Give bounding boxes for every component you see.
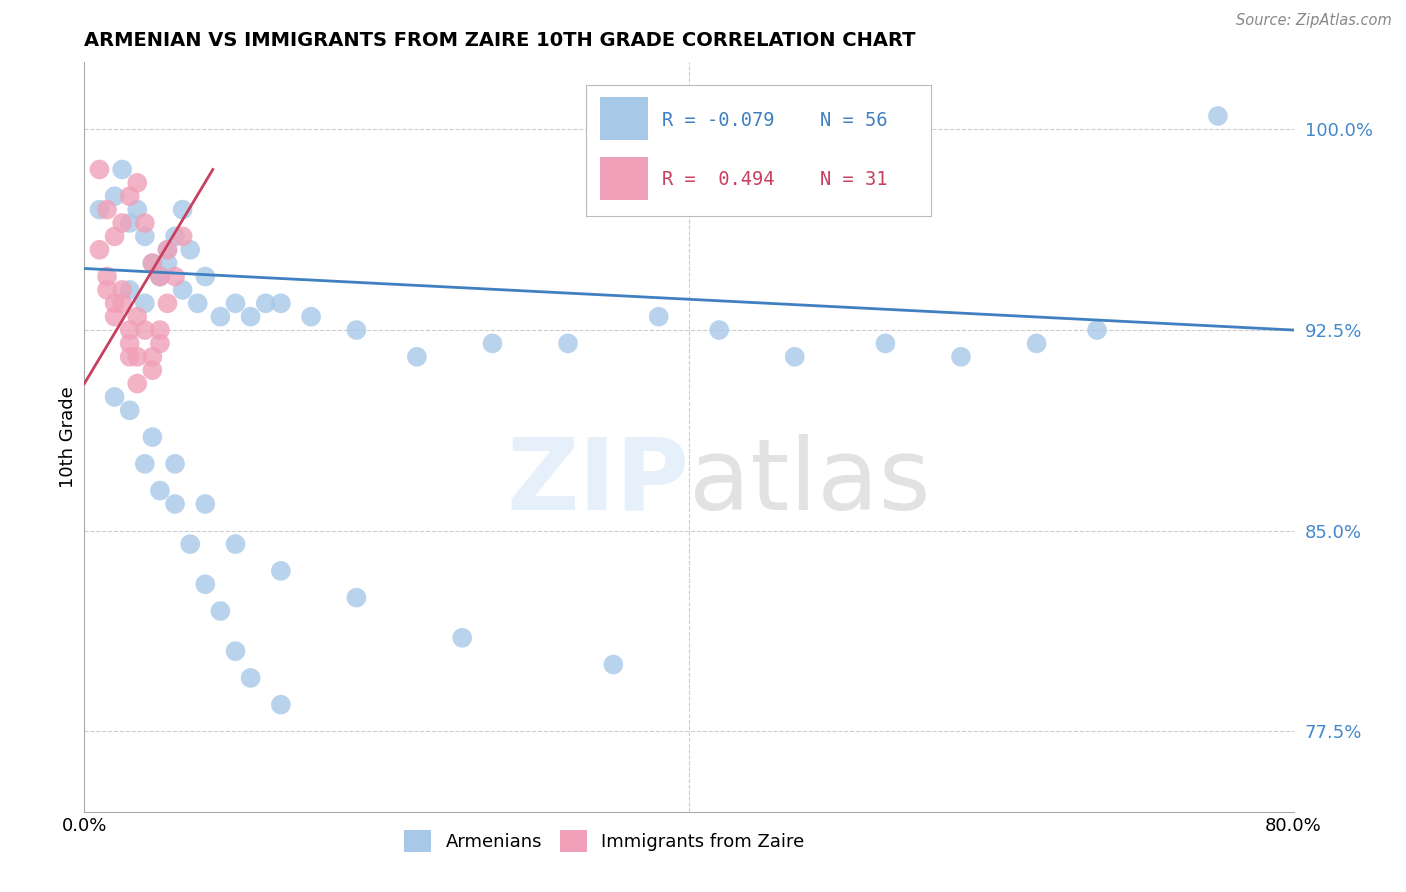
Point (141, 256, 163, 270)
Point (648, 310, 671, 324)
Point (149, 483, 172, 498)
Point (96, 202, 118, 217)
Point (194, 577, 217, 591)
Point (118, 283, 141, 297)
Point (225, 537, 247, 551)
Point (1085, 323, 1108, 337)
Point (127, 202, 149, 217)
Point (179, 243, 201, 257)
Point (149, 269, 172, 284)
Point (134, 323, 156, 337)
Point (89, 202, 111, 217)
Point (194, 269, 217, 284)
Point (1206, 109, 1229, 123)
Point (209, 604, 232, 618)
Point (149, 336, 172, 351)
Point (156, 243, 179, 257)
Point (156, 296, 179, 310)
Point (96, 269, 118, 284)
Point (406, 350, 429, 364)
Text: atlas: atlas (689, 434, 931, 531)
Point (165, 457, 187, 471)
Point (225, 644, 247, 658)
Point (134, 229, 156, 244)
Point (481, 336, 503, 351)
Point (156, 256, 179, 270)
Point (89, 243, 111, 257)
Point (557, 336, 579, 351)
Y-axis label: 10th Grade: 10th Grade (59, 386, 77, 488)
Point (127, 176, 149, 190)
Point (141, 256, 163, 270)
Point (239, 310, 262, 324)
Point (172, 283, 194, 297)
Text: ARMENIAN VS IMMIGRANTS FROM ZAIRE 10TH GRADE CORRELATION CHART: ARMENIAN VS IMMIGRANTS FROM ZAIRE 10TH G… (84, 30, 915, 50)
Point (118, 403, 141, 417)
Point (172, 202, 194, 217)
Point (156, 243, 179, 257)
Point (134, 216, 156, 230)
Point (346, 323, 368, 337)
Point (270, 564, 292, 578)
Point (141, 363, 163, 377)
Point (783, 350, 806, 364)
Point (709, 323, 731, 337)
Point (118, 216, 141, 230)
Point (127, 350, 149, 364)
Point (141, 350, 163, 364)
Point (118, 350, 141, 364)
Point (209, 310, 232, 324)
Point (270, 296, 292, 310)
Point (149, 269, 172, 284)
Point (111, 162, 134, 177)
Point (111, 296, 134, 310)
Point (104, 390, 127, 404)
Point (104, 189, 127, 203)
Point (104, 229, 127, 244)
Point (950, 350, 973, 364)
Point (149, 269, 172, 284)
Text: ZIP: ZIP (506, 434, 689, 531)
Point (118, 189, 141, 203)
Point (96, 283, 118, 297)
Point (165, 229, 187, 244)
Point (165, 269, 187, 284)
Point (225, 296, 247, 310)
Point (187, 296, 209, 310)
Point (194, 497, 217, 511)
Point (299, 310, 322, 324)
Point (346, 591, 368, 605)
Point (165, 497, 187, 511)
Legend: Armenians, Immigrants from Zaire: Armenians, Immigrants from Zaire (396, 822, 811, 859)
Point (179, 537, 201, 551)
Point (118, 323, 141, 337)
Point (141, 430, 163, 444)
Point (134, 457, 156, 471)
Point (172, 229, 194, 244)
Point (149, 323, 172, 337)
Point (875, 336, 897, 351)
Point (239, 671, 262, 685)
Text: Source: ZipAtlas.com: Source: ZipAtlas.com (1236, 13, 1392, 29)
Point (1025, 336, 1047, 351)
Point (451, 631, 474, 645)
Point (134, 296, 156, 310)
Point (104, 310, 127, 324)
Point (254, 296, 277, 310)
Point (602, 657, 624, 672)
Point (127, 310, 149, 324)
Point (104, 296, 127, 310)
Point (270, 698, 292, 712)
Point (127, 376, 149, 391)
Point (111, 216, 134, 230)
Point (89, 162, 111, 177)
Point (118, 336, 141, 351)
Point (111, 283, 134, 297)
